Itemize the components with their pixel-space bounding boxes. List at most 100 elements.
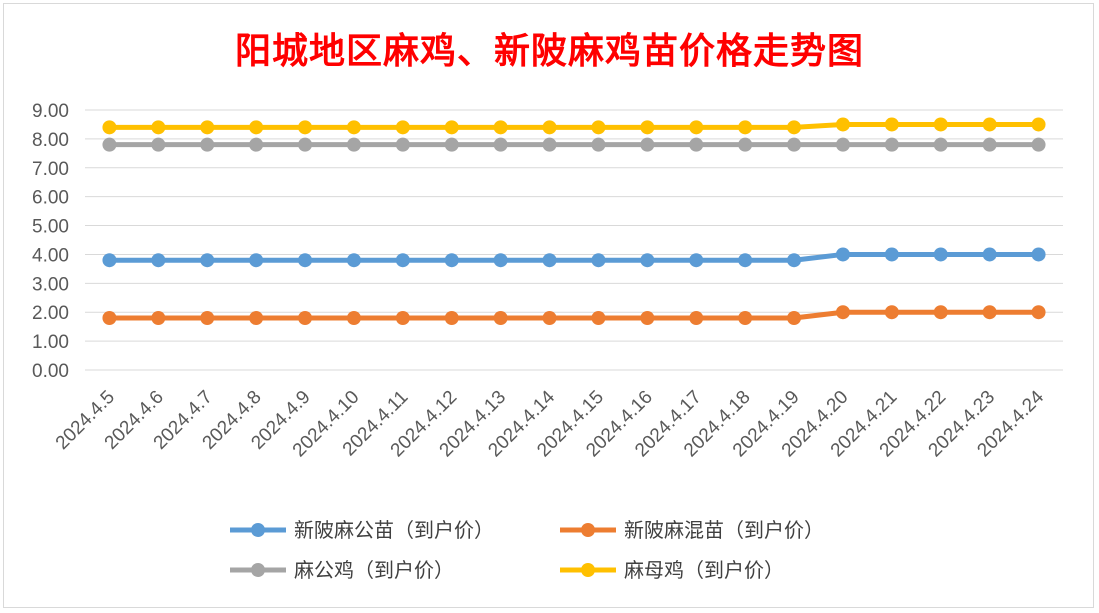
data-point [493, 253, 508, 268]
data-point [591, 253, 606, 268]
chart-frame [3, 3, 1094, 608]
data-point [933, 117, 948, 132]
data-point [640, 137, 655, 152]
data-point [1031, 137, 1046, 152]
data-point [395, 137, 410, 152]
data-point [395, 253, 410, 268]
legend-entry: 麻母鸡（到户价） [560, 558, 784, 582]
data-point [933, 137, 948, 152]
data-point [102, 311, 117, 325]
data-point [151, 120, 166, 135]
gridlines [85, 109, 1063, 371]
legend-label: 麻公鸡（到户价） [294, 558, 454, 582]
data-point [151, 253, 166, 268]
data-point [1031, 305, 1046, 320]
data-point [835, 247, 850, 262]
y-axis-ticks: 0.00 1.00 2.00 3.00 4.00 5.00 6.00 7.00 8.00 9.00 [32, 101, 69, 382]
legend-entry: 新陂麻公苗（到户价） [230, 518, 494, 542]
data-point [982, 137, 997, 152]
data-point [151, 311, 166, 325]
data-point [787, 311, 802, 325]
data-point [102, 120, 117, 135]
x-axis-ticks: 2024.4.52024.4.62024.4.72024.4.82024.4.9… [52, 386, 1049, 461]
series-3 [102, 117, 1046, 135]
data-point [738, 311, 753, 325]
data-point [249, 120, 264, 135]
data-point [542, 137, 557, 152]
data-point [102, 137, 117, 152]
data-point [738, 253, 753, 268]
data-point [689, 137, 704, 152]
data-point [787, 137, 802, 152]
legend-marker [581, 563, 595, 577]
data-point [738, 137, 753, 152]
series-line [109, 121, 1039, 130]
data-point [787, 253, 802, 268]
legend-label: 麻母鸡（到户价） [624, 558, 784, 582]
data-point [884, 305, 899, 320]
data-point [982, 305, 997, 320]
data-point [200, 137, 215, 152]
data-point [298, 253, 313, 268]
y-tick-label: 3.00 [32, 274, 69, 295]
series-0 [102, 247, 1046, 268]
data-point [591, 120, 606, 135]
data-point [1031, 117, 1046, 132]
legend-entry: 麻公鸡（到户价） [230, 558, 454, 582]
y-tick-label: 5.00 [32, 217, 69, 238]
data-point [982, 117, 997, 132]
chart-title: 阳城地区麻鸡、新陂麻鸡苗价格走势图 [234, 30, 864, 72]
y-tick-label: 4.00 [32, 245, 69, 266]
data-point [884, 247, 899, 262]
data-point [933, 247, 948, 262]
series-line [109, 251, 1039, 263]
data-point [249, 253, 264, 268]
data-point [640, 253, 655, 268]
data-point [200, 311, 215, 325]
series-line [109, 309, 1039, 321]
data-point [640, 311, 655, 325]
data-point [346, 137, 361, 152]
data-point [444, 120, 459, 135]
y-tick-label: 2.00 [32, 303, 69, 324]
series-2 [102, 137, 1046, 152]
data-point [493, 120, 508, 135]
y-tick-label: 8.00 [32, 130, 69, 151]
data-point [835, 305, 850, 320]
data-point [298, 120, 313, 135]
data-point [249, 137, 264, 152]
legend-marker [251, 563, 265, 577]
data-point [200, 253, 215, 268]
data-point [493, 311, 508, 325]
data-point [640, 120, 655, 135]
data-point [835, 117, 850, 132]
data-point [884, 117, 899, 132]
legend-label: 新陂麻公苗（到户价） [294, 518, 494, 542]
legend: 新陂麻公苗（到户价） 新陂麻混苗（到户价） 麻公鸡（到户价） 麻母鸡（到户价） [230, 518, 824, 582]
data-point [249, 311, 264, 325]
data-point [591, 311, 606, 325]
data-point [346, 120, 361, 135]
data-point [395, 120, 410, 135]
data-point [444, 311, 459, 325]
data-point [689, 120, 704, 135]
data-point [689, 311, 704, 325]
data-point [738, 120, 753, 135]
y-tick-label: 7.00 [32, 159, 69, 180]
data-point [591, 137, 606, 152]
data-point [787, 120, 802, 135]
data-point [200, 120, 215, 135]
legend-marker [581, 523, 595, 537]
data-point [444, 253, 459, 268]
legend-label: 新陂麻混苗（到户价） [624, 518, 824, 542]
data-point [493, 137, 508, 152]
data-point [542, 311, 557, 325]
data-point [151, 137, 166, 152]
data-point [1031, 247, 1046, 262]
y-tick-label: 6.00 [32, 188, 69, 209]
data-point [689, 253, 704, 268]
legend-entry: 新陂麻混苗（到户价） [560, 518, 824, 542]
data-point [542, 120, 557, 135]
series-lines [102, 117, 1046, 325]
series-1 [102, 305, 1046, 325]
